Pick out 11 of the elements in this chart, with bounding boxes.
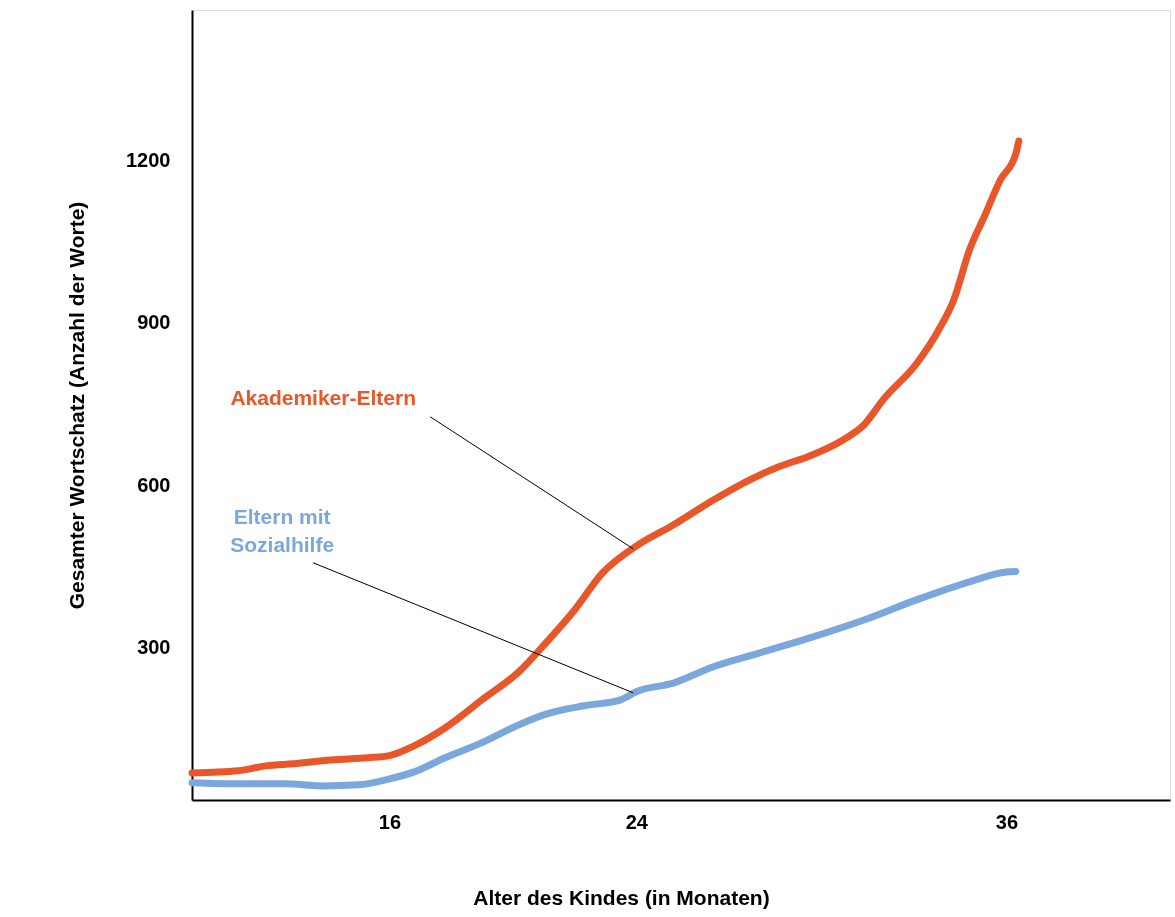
x-tick-label: 24: [625, 810, 649, 833]
x-axis-title: Alter des Kindes (in Monaten): [473, 885, 770, 909]
y-axis-title: Gesamter Wortschatz (Anzahl der Worte): [65, 201, 89, 610]
y-tick-label: 600: [137, 473, 171, 496]
y-tick-label: 900: [137, 311, 171, 334]
annotation: Akademiker-Eltern: [230, 385, 416, 409]
y-tick-label: 300: [137, 636, 171, 659]
x-tick-label: 16: [378, 810, 402, 833]
y-tick-label: 1200: [126, 149, 171, 172]
x-tick-label: 36: [995, 810, 1019, 833]
annotation: Eltern mit Sozialhilfe: [230, 504, 335, 556]
